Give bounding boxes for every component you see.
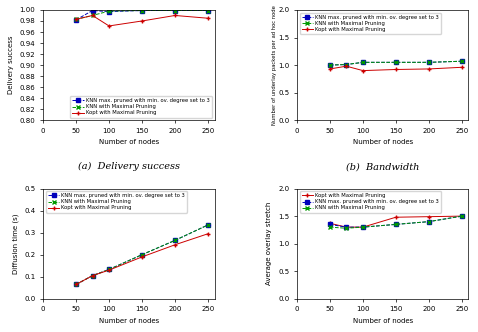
- Line: KNN max. pruned with min. ov. degree set to 3: KNN max. pruned with min. ov. degree set…: [328, 59, 464, 67]
- KNN max. pruned with min. ov. degree set to 3: [327, 222, 333, 226]
- KNN max. pruned with min. ov. degree set to 3: [172, 238, 178, 242]
- Line: Kopt with Maximal Pruning: Kopt with Maximal Pruning: [74, 13, 210, 28]
- Line: Kopt with Maximal Pruning: Kopt with Maximal Pruning: [74, 232, 210, 287]
- Kopt with Maximal Pruning: [459, 65, 465, 69]
- KNN with Maximal Pruning: [360, 60, 366, 64]
- KNN with Maximal Pruning: [172, 238, 178, 242]
- Legend: KNN max. pruned with min. ov. degree set to 3, KNN with Maximal Pruning, Kopt wi: KNN max. pruned with min. ov. degree set…: [300, 13, 441, 34]
- Y-axis label: Diffusion time (s): Diffusion time (s): [12, 213, 19, 274]
- X-axis label: Number of nodes: Number of nodes: [98, 139, 159, 145]
- KNN with Maximal Pruning: [344, 226, 349, 230]
- KNN with Maximal Pruning: [73, 17, 79, 21]
- KNN max. pruned with min. ov. degree set to 3: [73, 283, 79, 287]
- Kopt with Maximal Pruning: [327, 221, 333, 225]
- KNN max. pruned with min. ov. degree set to 3: [106, 10, 112, 14]
- Text: (a)  Delivery success: (a) Delivery success: [78, 162, 180, 171]
- Line: KNN max. pruned with min. ov. degree set to 3: KNN max. pruned with min. ov. degree set…: [74, 223, 210, 286]
- KNN with Maximal Pruning: [106, 268, 112, 272]
- X-axis label: Number of nodes: Number of nodes: [353, 139, 413, 145]
- KNN max. pruned with min. ov. degree set to 3: [426, 60, 432, 64]
- Y-axis label: Delivery success: Delivery success: [8, 36, 14, 94]
- Kopt with Maximal Pruning: [344, 225, 349, 229]
- KNN max. pruned with min. ov. degree set to 3: [139, 253, 145, 257]
- KNN max. pruned with min. ov. degree set to 3: [360, 225, 366, 229]
- KNN max. pruned with min. ov. degree set to 3: [205, 9, 211, 13]
- Line: KNN with Maximal Pruning: KNN with Maximal Pruning: [74, 223, 210, 286]
- KNN with Maximal Pruning: [139, 253, 145, 257]
- Kopt with Maximal Pruning: [426, 67, 432, 71]
- KNN max. pruned with min. ov. degree set to 3: [106, 268, 112, 272]
- Kopt with Maximal Pruning: [393, 67, 399, 71]
- Kopt with Maximal Pruning: [327, 67, 333, 71]
- KNN with Maximal Pruning: [90, 14, 96, 18]
- X-axis label: Number of nodes: Number of nodes: [353, 318, 413, 324]
- KNN with Maximal Pruning: [393, 222, 399, 226]
- Line: Kopt with Maximal Pruning: Kopt with Maximal Pruning: [328, 214, 464, 229]
- KNN with Maximal Pruning: [327, 225, 333, 229]
- Kopt with Maximal Pruning: [73, 17, 79, 21]
- Kopt with Maximal Pruning: [393, 215, 399, 219]
- KNN max. pruned with min. ov. degree set to 3: [327, 63, 333, 67]
- Kopt with Maximal Pruning: [360, 69, 366, 73]
- Kopt with Maximal Pruning: [172, 14, 178, 18]
- KNN max. pruned with min. ov. degree set to 3: [393, 222, 399, 226]
- Line: KNN max. pruned with min. ov. degree set to 3: KNN max. pruned with min. ov. degree set…: [328, 214, 464, 229]
- Kopt with Maximal Pruning: [90, 274, 96, 278]
- KNN with Maximal Pruning: [172, 9, 178, 13]
- Kopt with Maximal Pruning: [139, 19, 145, 23]
- KNN max. pruned with min. ov. degree set to 3: [139, 9, 145, 13]
- Legend: KNN max. pruned with min. ov. degree set to 3, KNN with Maximal Pruning, Kopt wi: KNN max. pruned with min. ov. degree set…: [46, 191, 187, 212]
- KNN max. pruned with min. ov. degree set to 3: [459, 214, 465, 218]
- X-axis label: Number of nodes: Number of nodes: [98, 318, 159, 324]
- Kopt with Maximal Pruning: [205, 16, 211, 20]
- Kopt with Maximal Pruning: [139, 255, 145, 259]
- KNN with Maximal Pruning: [327, 63, 333, 67]
- Kopt with Maximal Pruning: [344, 64, 349, 68]
- Kopt with Maximal Pruning: [106, 24, 112, 28]
- Kopt with Maximal Pruning: [73, 283, 79, 287]
- Legend: Kopt with Maximal Pruning, KNN max. pruned with min. ov. degree set to 3, KNN wi: Kopt with Maximal Pruning, KNN max. prun…: [300, 191, 441, 212]
- KNN max. pruned with min. ov. degree set to 3: [205, 223, 211, 227]
- KNN with Maximal Pruning: [205, 223, 211, 227]
- KNN max. pruned with min. ov. degree set to 3: [393, 60, 399, 64]
- Kopt with Maximal Pruning: [172, 243, 178, 247]
- KNN with Maximal Pruning: [139, 9, 145, 13]
- KNN with Maximal Pruning: [73, 283, 79, 287]
- KNN max. pruned with min. ov. degree set to 3: [344, 62, 349, 66]
- Line: KNN with Maximal Pruning: KNN with Maximal Pruning: [328, 214, 464, 230]
- Kopt with Maximal Pruning: [459, 214, 465, 218]
- Y-axis label: Average overlay stretch: Average overlay stretch: [266, 202, 272, 286]
- KNN with Maximal Pruning: [459, 59, 465, 63]
- KNN max. pruned with min. ov. degree set to 3: [344, 225, 349, 229]
- KNN with Maximal Pruning: [344, 62, 349, 66]
- KNN with Maximal Pruning: [360, 225, 366, 229]
- Line: KNN with Maximal Pruning: KNN with Maximal Pruning: [328, 59, 464, 67]
- KNN with Maximal Pruning: [205, 9, 211, 13]
- Kopt with Maximal Pruning: [426, 215, 432, 219]
- KNN max. pruned with min. ov. degree set to 3: [459, 59, 465, 63]
- KNN with Maximal Pruning: [90, 274, 96, 278]
- KNN max. pruned with min. ov. degree set to 3: [426, 220, 432, 224]
- Y-axis label: Number of underlay packets per ad hoc node: Number of underlay packets per ad hoc no…: [272, 5, 277, 125]
- KNN with Maximal Pruning: [426, 220, 432, 224]
- Legend: KNN max. pruned with min. ov. degree set to 3, KNN with Maximal Pruning, Kopt wi: KNN max. pruned with min. ov. degree set…: [70, 96, 212, 118]
- Line: KNN with Maximal Pruning: KNN with Maximal Pruning: [74, 9, 210, 21]
- KNN max. pruned with min. ov. degree set to 3: [73, 18, 79, 22]
- KNN max. pruned with min. ov. degree set to 3: [90, 274, 96, 278]
- KNN max. pruned with min. ov. degree set to 3: [172, 9, 178, 13]
- KNN with Maximal Pruning: [393, 60, 399, 64]
- KNN max. pruned with min. ov. degree set to 3: [360, 60, 366, 64]
- Kopt with Maximal Pruning: [106, 268, 112, 272]
- KNN max. pruned with min. ov. degree set to 3: [90, 9, 96, 13]
- Line: Kopt with Maximal Pruning: Kopt with Maximal Pruning: [328, 64, 464, 73]
- Kopt with Maximal Pruning: [360, 225, 366, 229]
- Line: KNN max. pruned with min. ov. degree set to 3: KNN max. pruned with min. ov. degree set…: [74, 9, 210, 22]
- Kopt with Maximal Pruning: [205, 232, 211, 236]
- Kopt with Maximal Pruning: [90, 14, 96, 18]
- Text: (b)  Bandwidth: (b) Bandwidth: [346, 162, 419, 171]
- KNN with Maximal Pruning: [426, 60, 432, 64]
- KNN with Maximal Pruning: [106, 9, 112, 13]
- KNN with Maximal Pruning: [459, 214, 465, 218]
